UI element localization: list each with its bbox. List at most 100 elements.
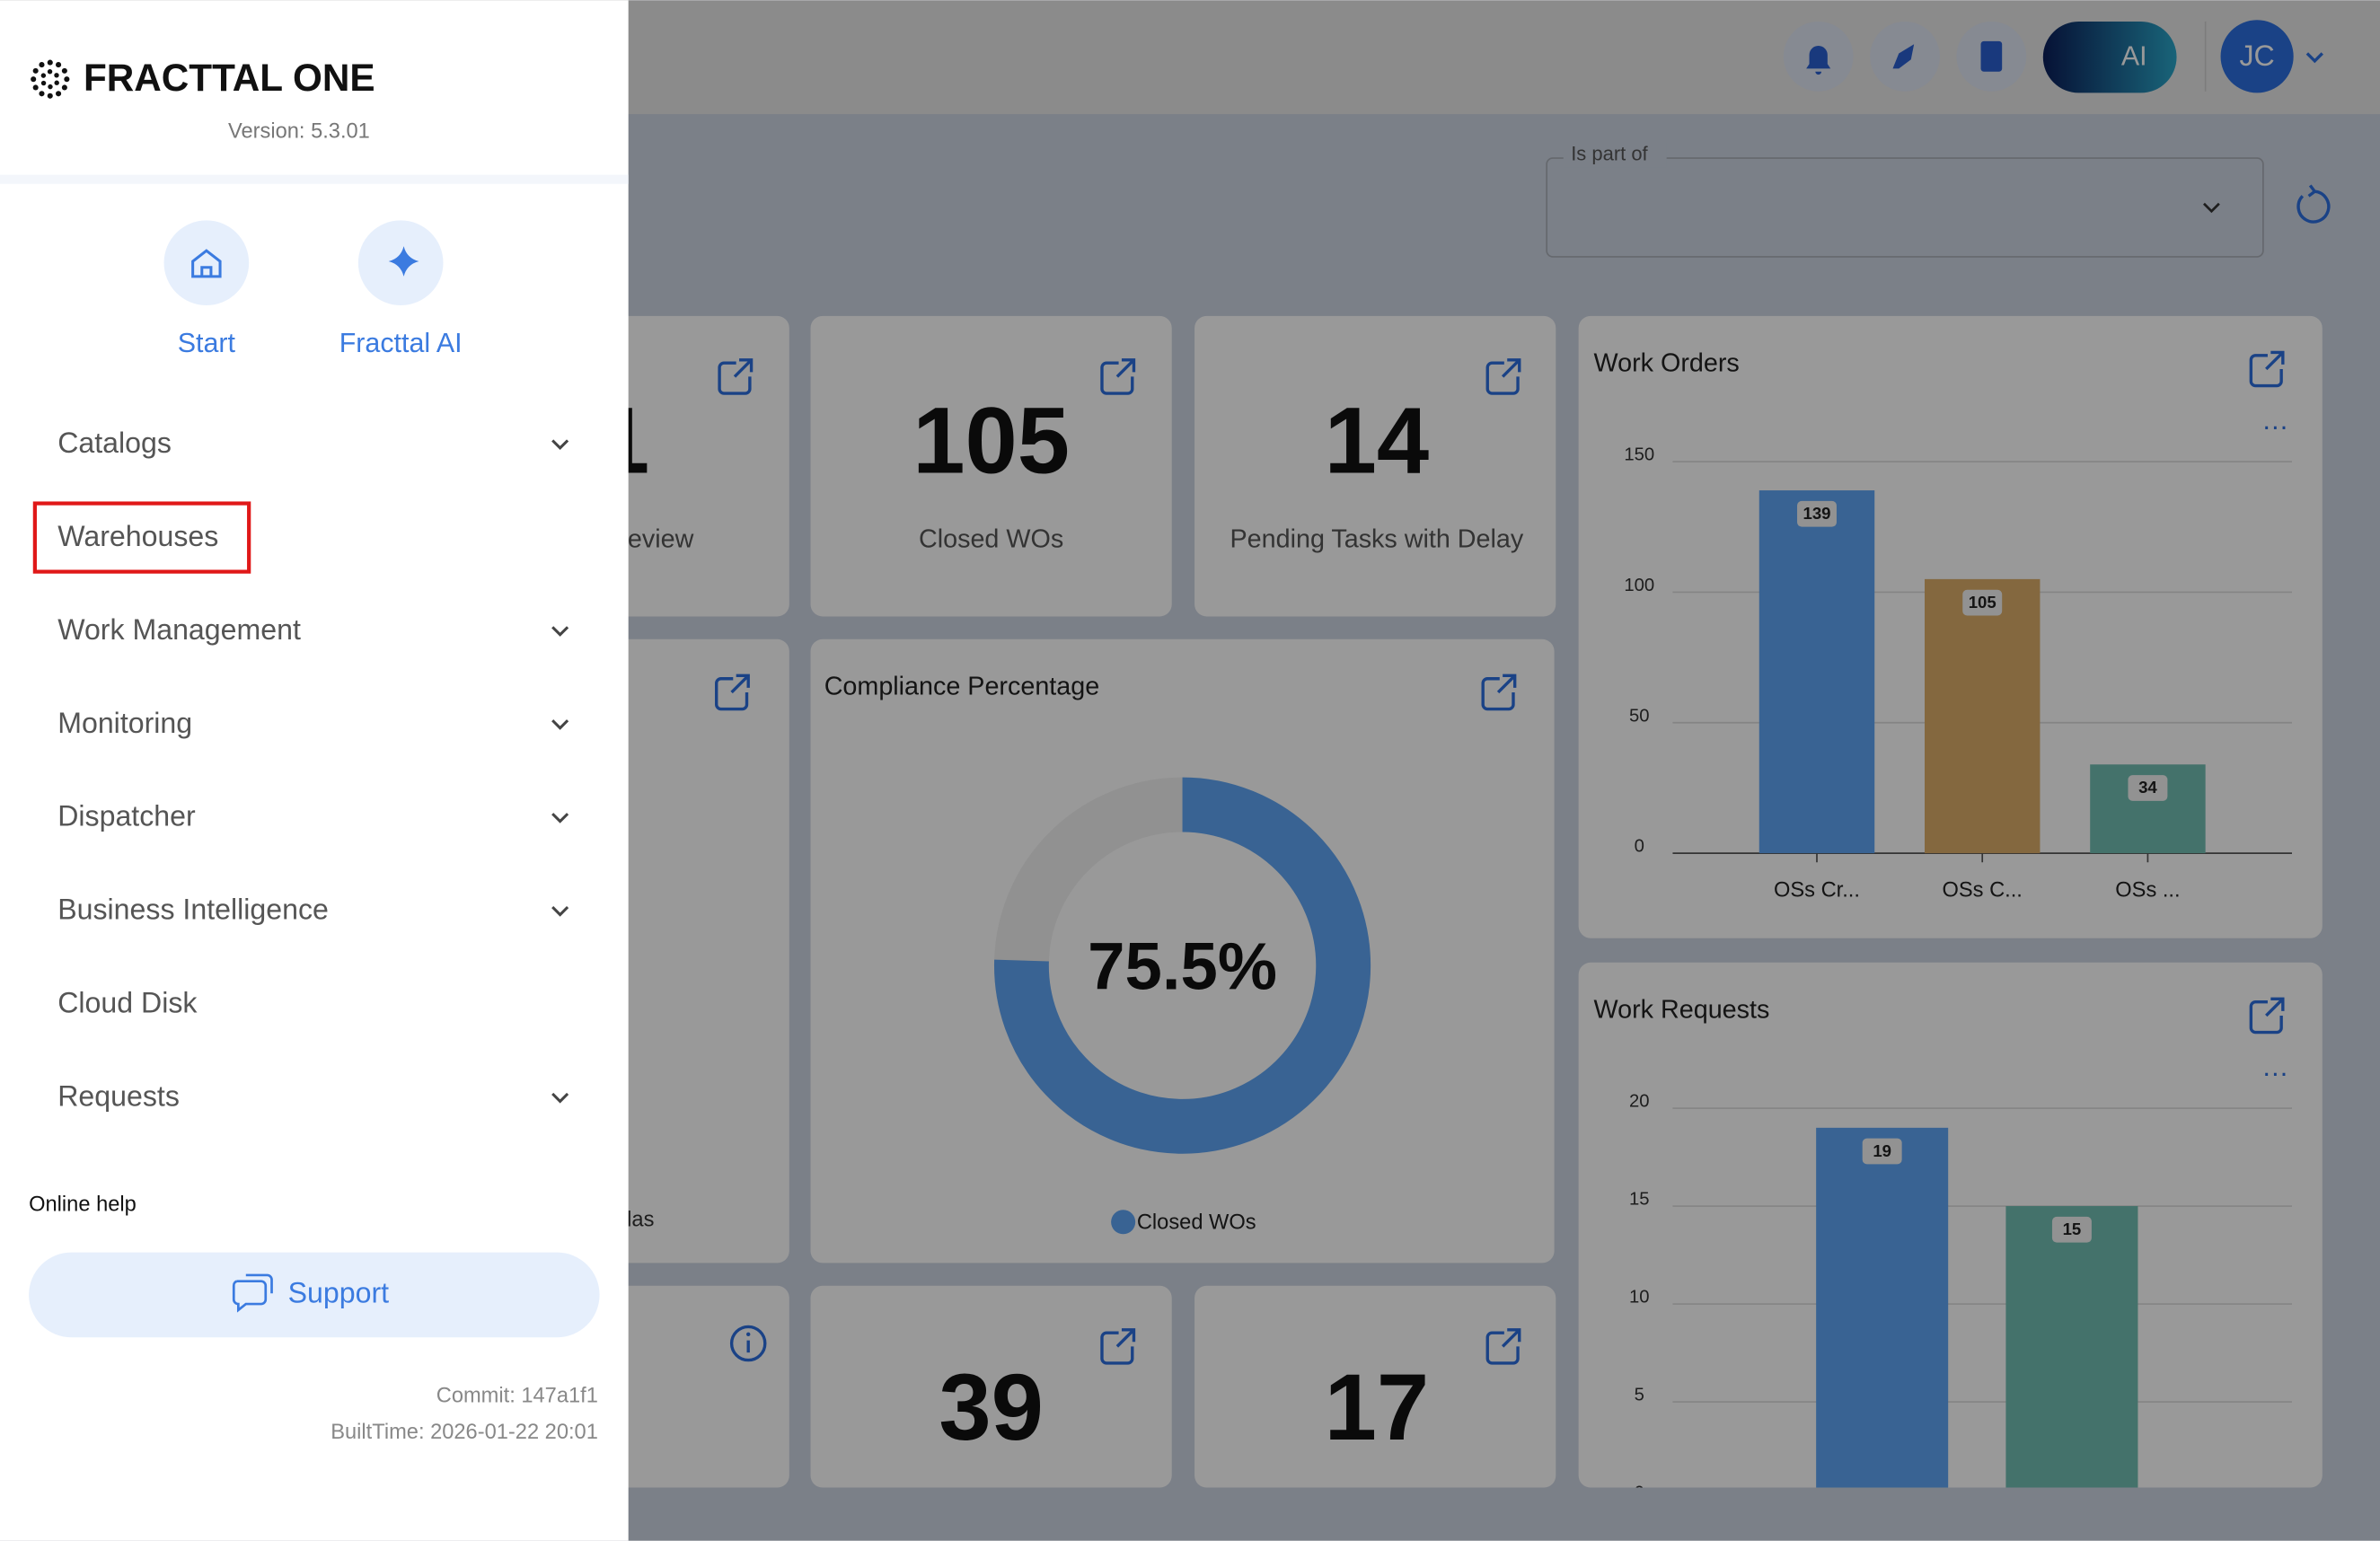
sparkle-icon	[388, 246, 419, 277]
shortcut-button[interactable]	[163, 220, 250, 305]
logo-dot	[39, 62, 45, 68]
card	[810, 1285, 1172, 1488]
card-title: Compliance Percentage	[824, 672, 1100, 700]
built-time: BuiltTime: 2026-01-22 20:01	[331, 1421, 598, 1444]
open-icon[interactable]	[1481, 674, 1517, 711]
logo-dot	[64, 76, 70, 83]
shortcut-label: Fracttal AI	[339, 328, 463, 358]
bell-icon	[1806, 46, 1831, 75]
filter-label: Is part of	[1571, 142, 1648, 164]
book-icon	[1980, 40, 2003, 72]
open-icon[interactable]	[2249, 997, 2285, 1035]
logo-dot	[47, 69, 53, 75]
support-button[interactable]	[29, 1252, 600, 1338]
bar	[1759, 490, 1875, 854]
logo-dot	[31, 76, 37, 83]
kpi-value: 105	[912, 389, 1070, 494]
value-label: 105	[1969, 593, 1997, 612]
kpi-value: 39	[939, 1355, 1044, 1460]
support-label: Support	[288, 1276, 390, 1308]
menu-item[interactable]: Cloud Disk	[57, 987, 198, 1019]
x-tick-label: OSs C...	[1943, 879, 2023, 903]
x-tick-label: OSs Cr...	[1774, 879, 1860, 903]
card	[810, 638, 1555, 1264]
menu-item[interactable]: Work Management	[57, 613, 301, 646]
avatar-initials: JC	[2239, 40, 2274, 72]
value-label: 15	[2063, 1220, 2082, 1238]
value-label: 34	[2138, 778, 2157, 797]
avatar-chevron	[2305, 52, 2323, 64]
more-icon[interactable]: …	[2261, 1052, 2288, 1082]
sidebar: FRACTTAL ONE Version: 5.3.01 Start Fracttal…	[0, 0, 629, 1541]
menu-chevron	[551, 1092, 569, 1104]
menu-item[interactable]: Warehouses	[57, 520, 218, 552]
ai-button[interactable]	[2042, 21, 2177, 93]
menu-chevron	[551, 719, 569, 730]
open-icon[interactable]	[718, 358, 754, 395]
bar	[2005, 1206, 2138, 1488]
menu-chevron	[551, 626, 569, 637]
logo-dot	[48, 84, 53, 90]
open-icon[interactable]	[1100, 358, 1136, 395]
y-tick-label: 0	[1635, 837, 1644, 857]
logo-dot	[56, 62, 62, 68]
kpi-value: 14	[1325, 389, 1430, 494]
value-label: 19	[1873, 1141, 1891, 1160]
logo-dot	[47, 59, 53, 66]
kpi-value: 17	[1325, 1355, 1430, 1460]
menu-item[interactable]: Dispatcher	[57, 800, 196, 832]
logo-dot	[32, 67, 39, 74]
kpi-label: Closed WOs	[919, 525, 1063, 554]
more-icon[interactable]: …	[2261, 405, 2288, 436]
online-help[interactable]: Online help	[29, 1193, 137, 1216]
value-label-bg	[2128, 775, 2168, 801]
home-icon	[191, 249, 222, 278]
menu-chevron	[551, 439, 569, 451]
open-icon[interactable]	[715, 674, 750, 711]
value-label-bg	[1797, 500, 1837, 527]
logo-dot	[40, 73, 47, 78]
avatar[interactable]	[2220, 20, 2294, 93]
menu-chevron	[551, 906, 569, 917]
open-icon[interactable]	[1100, 1328, 1136, 1365]
donut-value-label: 75.5%	[1088, 929, 1277, 1004]
bar	[1816, 1127, 1949, 1488]
menu-item[interactable]: Requests	[57, 1080, 180, 1113]
value-label-bg	[2051, 1216, 2092, 1243]
logo-dot	[40, 80, 47, 86]
logo-dot	[61, 67, 67, 74]
y-tick-label: 50	[1629, 706, 1650, 726]
info-icon-dot	[745, 1332, 751, 1337]
open-icon[interactable]	[1485, 358, 1521, 395]
kpi-label: Pending Tasks with Delay	[1230, 525, 1524, 554]
chat-icon	[232, 1273, 273, 1313]
donut-arc	[994, 777, 1371, 1154]
logo-dot	[56, 91, 62, 97]
logo-dot	[54, 80, 59, 85]
card	[810, 315, 1172, 617]
menu-chevron	[551, 813, 569, 823]
commit: Commit: 147a1f1	[436, 1384, 598, 1407]
x-tick-label: OSs ...	[2115, 879, 2180, 903]
highlight-box	[32, 501, 251, 574]
value-label: 139	[1803, 504, 1830, 523]
logo-dot	[54, 73, 59, 78]
menu-item[interactable]: Catalogs	[57, 427, 172, 459]
kpi-label: eview	[628, 525, 694, 554]
filter-box[interactable]	[1546, 157, 2264, 258]
card	[1194, 315, 1556, 617]
logo-dot	[61, 84, 67, 91]
card-title: Work Orders	[1594, 349, 1740, 378]
open-icon[interactable]	[1485, 1328, 1521, 1365]
menu-item[interactable]: Business Intelligence	[57, 894, 329, 926]
open-icon[interactable]	[2249, 350, 2285, 388]
info-icon[interactable]	[729, 1325, 767, 1362]
value-label-bg	[1862, 1138, 1902, 1165]
y-tick-label: 15	[1629, 1190, 1650, 1210]
menu-item[interactable]: Monitoring	[57, 707, 192, 739]
legend-swatch	[1111, 1210, 1136, 1235]
y-tick-label: 150	[1624, 445, 1654, 465]
refresh-icon[interactable]	[2296, 184, 2331, 224]
